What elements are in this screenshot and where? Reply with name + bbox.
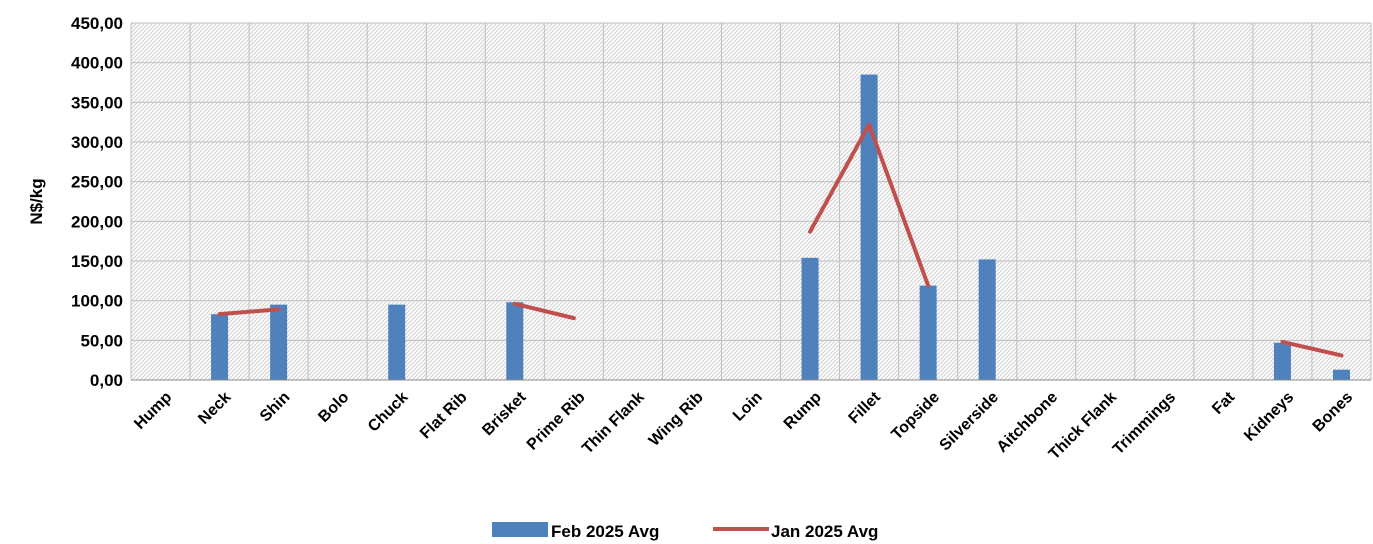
y-tick-label: 400,00 <box>71 54 123 73</box>
line-segment <box>512 301 576 321</box>
y-tick-label: 100,00 <box>71 292 123 311</box>
x-axis: Hump Neck Shin Bolo Chuck Flat Rib BrisketPrim… <box>131 379 1371 463</box>
bar-series <box>211 74 1350 381</box>
x-tick-label: Brisket <box>479 388 530 439</box>
x-tick-label: Bones <box>1310 389 1357 436</box>
x-tick-label: Topside <box>888 389 943 444</box>
bar-kidneys <box>1273 342 1291 380</box>
bar-bones <box>1332 369 1350 380</box>
line-segment <box>808 122 872 234</box>
legend-label-line: Jan 2025 Avg <box>771 522 878 541</box>
x-tick-label: Trimmings <box>1110 389 1179 458</box>
legend-label-bar: Feb 2025 Avg <box>551 522 659 541</box>
x-tick-label: Flat Rib <box>417 389 471 443</box>
bar-chuck <box>388 304 406 380</box>
y-tick-label: 250,00 <box>71 173 123 192</box>
x-tick-label: Neck <box>195 389 234 428</box>
bar-neck <box>211 314 229 380</box>
x-tick-label: Silverside <box>937 389 1003 455</box>
x-tick-label: Thin Flank <box>579 389 648 458</box>
x-tick-label: Bolo <box>315 389 352 426</box>
y-axis: 0,00 50,00 100,00 150,00 200,00 250,00 300,00 3… <box>71 14 123 390</box>
legend-swatch-bar <box>492 522 548 537</box>
bar-silverside <box>978 259 996 380</box>
y-axis-title: N$/kg <box>27 178 46 224</box>
y-tick-label: 350,00 <box>71 93 123 112</box>
y-tick-label: 0,00 <box>90 371 123 390</box>
x-tick-label: Loin <box>730 389 766 425</box>
x-tick-label: Prime Rib <box>524 389 589 454</box>
y-tick-label: 200,00 <box>71 212 123 231</box>
grid-lines <box>130 22 1372 381</box>
x-tick-label: Rump <box>781 389 825 433</box>
bar-brisket <box>506 302 524 380</box>
bar-shin <box>270 304 288 380</box>
x-tick-label: Fat <box>1209 388 1238 417</box>
x-tick-label: Wing Rib <box>646 389 707 450</box>
x-tick-label: Kidneys <box>1241 389 1297 445</box>
line-segment <box>1280 339 1344 358</box>
y-tick-label: 300,00 <box>71 133 123 152</box>
y-tick-label: 450,00 <box>71 14 123 33</box>
y-tick-label: 50,00 <box>80 331 123 350</box>
x-tick-label: Hump <box>131 389 175 433</box>
x-tick-label: Shin <box>257 389 294 426</box>
line-segment <box>217 307 281 317</box>
plot-background <box>131 23 1371 380</box>
x-tick-label: Fillet <box>845 388 884 427</box>
line-segment <box>867 122 931 288</box>
bar-fillet <box>860 74 878 381</box>
y-tick-label: 150,00 <box>71 252 123 271</box>
bar-rump <box>801 257 819 380</box>
plot-area <box>130 22 1372 381</box>
legend: Feb 2025 Avg Jan 2025 Avg <box>492 522 878 541</box>
bar-topside <box>919 285 937 380</box>
x-tick-label: Chuck <box>365 389 412 436</box>
line-series <box>217 122 1344 358</box>
